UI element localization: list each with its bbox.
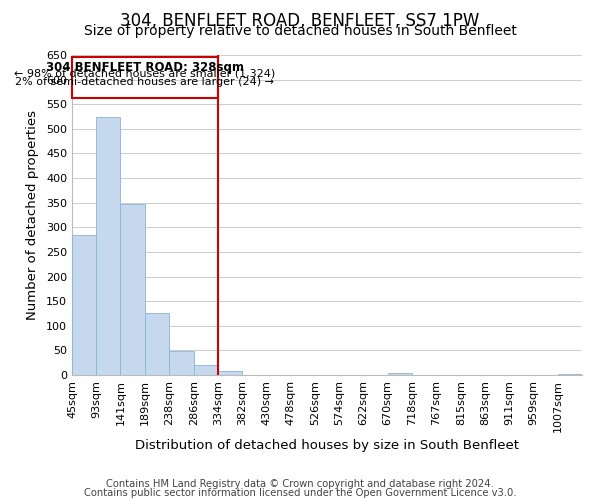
Bar <box>72 234 96 375</box>
Text: 304 BENFLEET ROAD: 328sqm: 304 BENFLEET ROAD: 328sqm <box>46 61 244 74</box>
Bar <box>145 314 169 375</box>
Text: Size of property relative to detached houses in South Benfleet: Size of property relative to detached ho… <box>83 24 517 38</box>
Bar <box>72 58 218 98</box>
Text: ← 98% of detached houses are smaller (1,324): ← 98% of detached houses are smaller (1,… <box>14 69 275 79</box>
Text: Contains public sector information licensed under the Open Government Licence v3: Contains public sector information licen… <box>84 488 516 498</box>
X-axis label: Distribution of detached houses by size in South Benfleet: Distribution of detached houses by size … <box>135 438 519 452</box>
Text: 2% of semi-detached houses are larger (24) →: 2% of semi-detached houses are larger (2… <box>16 76 274 86</box>
Y-axis label: Number of detached properties: Number of detached properties <box>26 110 39 320</box>
Bar <box>194 365 218 375</box>
Bar <box>218 371 242 375</box>
Bar <box>121 204 145 375</box>
Text: 304, BENFLEET ROAD, BENFLEET, SS7 1PW: 304, BENFLEET ROAD, BENFLEET, SS7 1PW <box>121 12 479 30</box>
Bar <box>558 374 582 375</box>
Bar <box>96 117 121 375</box>
Text: Contains HM Land Registry data © Crown copyright and database right 2024.: Contains HM Land Registry data © Crown c… <box>106 479 494 489</box>
Bar <box>169 351 194 375</box>
Bar <box>388 373 412 375</box>
